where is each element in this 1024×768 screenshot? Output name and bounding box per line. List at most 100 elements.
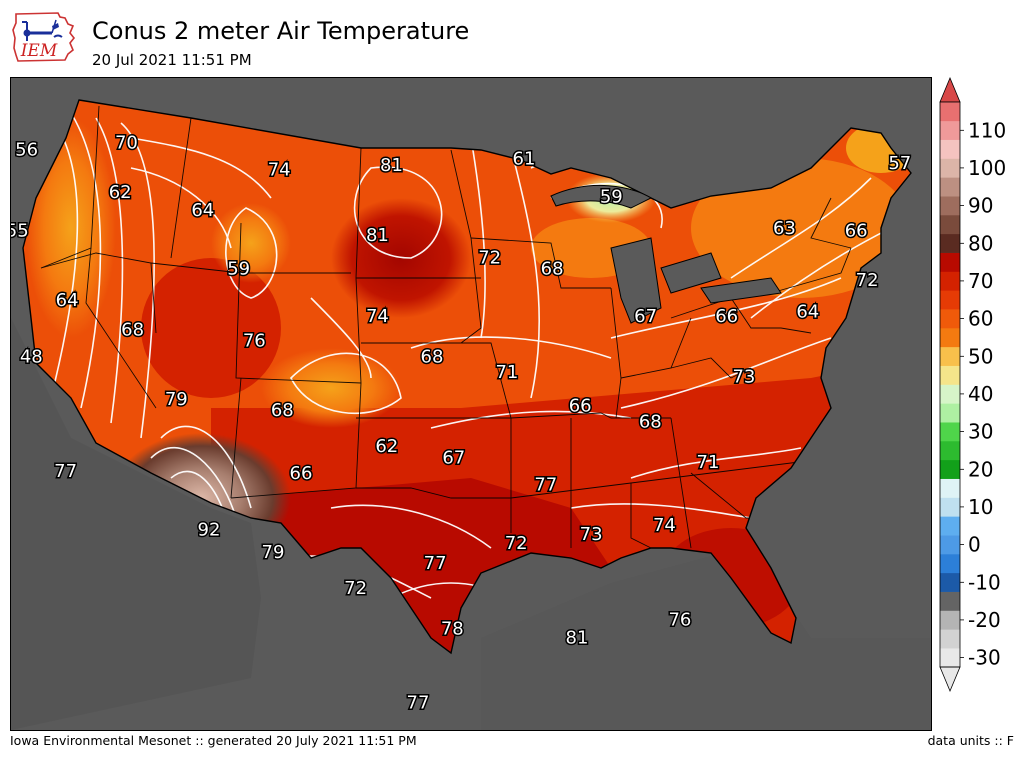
temperature-label: 63 xyxy=(773,218,796,239)
colorbar-swatch xyxy=(940,403,960,423)
temperature-label: 74 xyxy=(653,515,676,536)
temperature-label: 73 xyxy=(732,367,755,388)
temperature-label: 71 xyxy=(495,362,518,383)
temperature-label: 64 xyxy=(796,301,819,322)
temperature-label: 72 xyxy=(856,270,879,291)
colorbar-extend-min xyxy=(939,666,961,693)
temperature-label: 74 xyxy=(366,306,389,327)
colorbar-swatch xyxy=(940,591,960,611)
temperature-label: 67 xyxy=(634,306,657,327)
station-value-layer: 56 70 74 81 61 57 62 64 55 81 59 63 66 59 72 68 72 64 68 76… xyxy=(11,131,913,715)
colorbar-swatch xyxy=(940,497,960,517)
colorbar-swatch xyxy=(940,271,960,291)
temperature-label: 78 xyxy=(441,618,464,639)
colorbar-tick-label: -20 xyxy=(968,608,1001,632)
temperature-label: 81 xyxy=(366,225,389,246)
colorbar-swatch xyxy=(940,365,960,385)
temperature-label: 48 xyxy=(20,346,43,367)
temperature-label: 79 xyxy=(262,542,285,563)
temperature-label: 57 xyxy=(888,153,911,174)
colorbar-swatch xyxy=(940,233,960,253)
colorbar-tick-labels: -30 -20 -10 0 10 20 30 40 50 60 70 80 90 100 110 xyxy=(960,118,1006,670)
temperature-colorbar: -30 -20 -10 0 10 20 30 40 50 60 70 80 90 100 110 xyxy=(939,77,1006,693)
colorbar-swatch xyxy=(940,384,960,404)
temperature-label: 61 xyxy=(513,148,536,169)
colorbar-tick-label: 110 xyxy=(968,118,1006,142)
temperature-label: 72 xyxy=(505,533,528,554)
colorbar-swatch xyxy=(940,196,960,216)
colorbar-swatch xyxy=(940,441,960,461)
colorbar-tick-label: 40 xyxy=(968,382,993,406)
temperature-map: 56 70 74 81 61 57 62 64 55 81 59 63 66 59 72 68 72 64 68 76… xyxy=(10,77,932,731)
colorbar-swatch xyxy=(940,290,960,310)
temperature-label: 70 xyxy=(115,133,138,154)
colorbar-tick-label: 100 xyxy=(968,156,1006,180)
colorbar-swatch xyxy=(940,478,960,498)
colorbar-swatch xyxy=(940,629,960,649)
temperature-label: 67 xyxy=(442,448,465,469)
colorbar-swatch xyxy=(940,535,960,555)
colorbar-tick-label: 80 xyxy=(968,231,993,255)
temperature-label: 77 xyxy=(534,474,557,495)
colorbar-swatch xyxy=(940,459,960,479)
temperature-label: 66 xyxy=(845,220,868,241)
svg-text:IEM: IEM xyxy=(20,41,58,61)
temperature-label: 74 xyxy=(268,160,291,181)
colorbar-swatch xyxy=(940,139,960,159)
colorbar-swatch xyxy=(940,648,960,668)
temperature-label: 76 xyxy=(243,331,266,352)
temperature-label: 66 xyxy=(569,396,592,417)
colorbar-tick-label: 30 xyxy=(968,420,993,444)
temperature-label: 62 xyxy=(375,436,398,457)
temperature-label: 62 xyxy=(109,182,132,203)
colorbar-swatch xyxy=(940,422,960,442)
footer-units: data units :: F xyxy=(927,733,1014,748)
temperature-label: 72 xyxy=(344,578,367,599)
colorbar-tick-label: 50 xyxy=(968,344,993,368)
colorbar-swatch xyxy=(940,309,960,329)
temperature-label: 73 xyxy=(580,524,603,545)
map-title: Conus 2 meter Air Temperature xyxy=(92,17,470,45)
temperature-label: 59 xyxy=(227,259,250,280)
temperature-label: 68 xyxy=(541,259,564,280)
temperature-label: 77 xyxy=(407,693,430,714)
temperature-label: 68 xyxy=(121,319,144,340)
iem-logo: IEM xyxy=(12,12,76,62)
colorbar-swatch xyxy=(940,346,960,366)
temperature-label: 81 xyxy=(380,155,403,176)
colorbar-extend-max xyxy=(939,77,961,103)
temperature-label: 92 xyxy=(198,519,221,540)
colorbar-swatch xyxy=(940,252,960,272)
temperature-label: 79 xyxy=(165,389,188,410)
colorbar-tick-label: 90 xyxy=(968,194,993,218)
temperature-label: 76 xyxy=(668,609,691,630)
temperature-label: 66 xyxy=(290,463,313,484)
temperature-label: 64 xyxy=(191,200,214,221)
temperature-label: 68 xyxy=(639,412,662,433)
colorbar-swatch xyxy=(940,572,960,592)
temperature-label: 64 xyxy=(56,290,79,311)
colorbar-swatch xyxy=(940,120,960,140)
temperature-label: 68 xyxy=(271,400,294,421)
temperature-label: 59 xyxy=(600,187,623,208)
colorbar-tick-label: 0 xyxy=(968,533,981,557)
temperature-label: 77 xyxy=(54,461,77,482)
temperature-label: 55 xyxy=(11,220,29,241)
colorbar-tick-label: 10 xyxy=(968,495,993,519)
colorbar-swatches xyxy=(939,77,961,693)
colorbar-swatch xyxy=(940,102,960,122)
colorbar-tick-label: 70 xyxy=(968,269,993,293)
colorbar-tick-label: 60 xyxy=(968,307,993,331)
colorbar-swatch xyxy=(940,177,960,197)
colorbar-swatch xyxy=(940,610,960,630)
colorbar-tick-label: -30 xyxy=(968,646,1001,670)
colorbar-tick-label: 20 xyxy=(968,457,993,481)
colorbar-swatch xyxy=(940,328,960,348)
map-timestamp: 20 Jul 2021 11:51 PM xyxy=(92,51,252,69)
temperature-label: 66 xyxy=(715,306,738,327)
colorbar-swatch xyxy=(940,554,960,574)
temperature-label: 77 xyxy=(424,553,447,574)
colorbar-swatch xyxy=(940,158,960,178)
temperature-label: 81 xyxy=(566,627,589,648)
colorbar-swatch xyxy=(940,516,960,536)
